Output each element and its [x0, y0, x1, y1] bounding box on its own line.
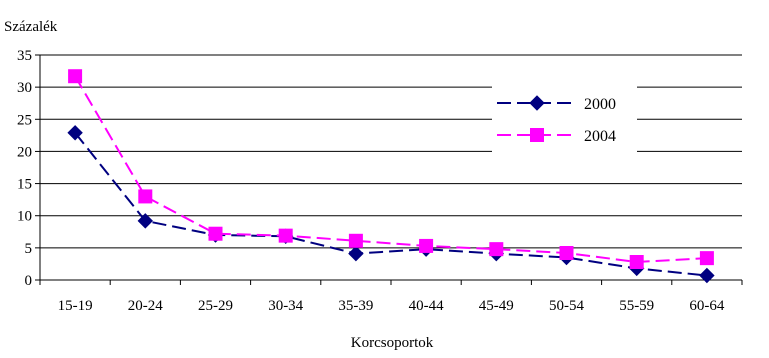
legend-label: 2000 — [584, 96, 616, 113]
data-point — [348, 245, 364, 262]
data-point — [67, 125, 83, 141]
data-point — [559, 246, 574, 260]
legend-marker — [530, 128, 544, 142]
x-tick-label: 55-59 — [619, 298, 654, 314]
x-tick-label: 45-49 — [479, 298, 514, 314]
legend-item-2000: 2000 — [497, 95, 616, 113]
data-point — [348, 233, 363, 248]
series-line — [74, 132, 708, 277]
legend-label: 2004 — [584, 128, 616, 145]
y-tick-label: 30 — [17, 80, 32, 96]
data-point — [137, 213, 154, 229]
x-tick-labels: 15-19 20-24 25-29 30-34 35-39 40-44 45-49 50-54… — [39, 280, 743, 314]
x-tick-label: 40-44 — [409, 298, 444, 314]
legend-marker — [529, 95, 545, 111]
y-tick-label: 15 — [17, 177, 32, 193]
x-tick-label: 35-39 — [338, 298, 373, 314]
x-tick-label: 25-29 — [198, 298, 233, 314]
data-point — [489, 242, 504, 257]
x-tick-label: 60-64 — [689, 298, 724, 314]
data-point — [278, 228, 293, 243]
legend-items: 2000 2004 — [497, 95, 616, 145]
legend-item-2004: 2004 — [497, 128, 616, 145]
y-axis-title: Százalék — [4, 19, 58, 35]
y-tick-label: 0 — [25, 273, 33, 289]
legend: 2000 2004 — [492, 80, 637, 157]
y-tick-label: 35 — [17, 48, 32, 64]
x-tick-label: 50-54 — [549, 298, 584, 314]
x-axis-title: Korcsoportok — [351, 335, 434, 351]
series-line — [74, 75, 707, 264]
series — [67, 69, 715, 284]
y-tick-label: 25 — [17, 112, 32, 128]
data-point — [138, 189, 153, 204]
y-tick-label: 10 — [17, 209, 32, 225]
grid — [40, 54, 742, 249]
data-point — [699, 251, 714, 266]
data-point — [629, 255, 644, 269]
data-point — [68, 69, 83, 84]
x-tick-label: 20-24 — [128, 298, 163, 314]
data-point — [208, 226, 223, 241]
series-2004 — [68, 69, 714, 269]
y-tick-label: 20 — [17, 144, 32, 160]
x-tick-label: 15-19 — [58, 298, 93, 314]
data-point — [699, 267, 715, 284]
data-point — [419, 238, 434, 253]
x-tick-label: 30-34 — [268, 298, 303, 314]
y-tick-label: 5 — [25, 241, 33, 257]
legend-box — [492, 80, 637, 157]
y-tick-labels: 0 5 10 15 20 25 30 35 — [17, 48, 40, 289]
